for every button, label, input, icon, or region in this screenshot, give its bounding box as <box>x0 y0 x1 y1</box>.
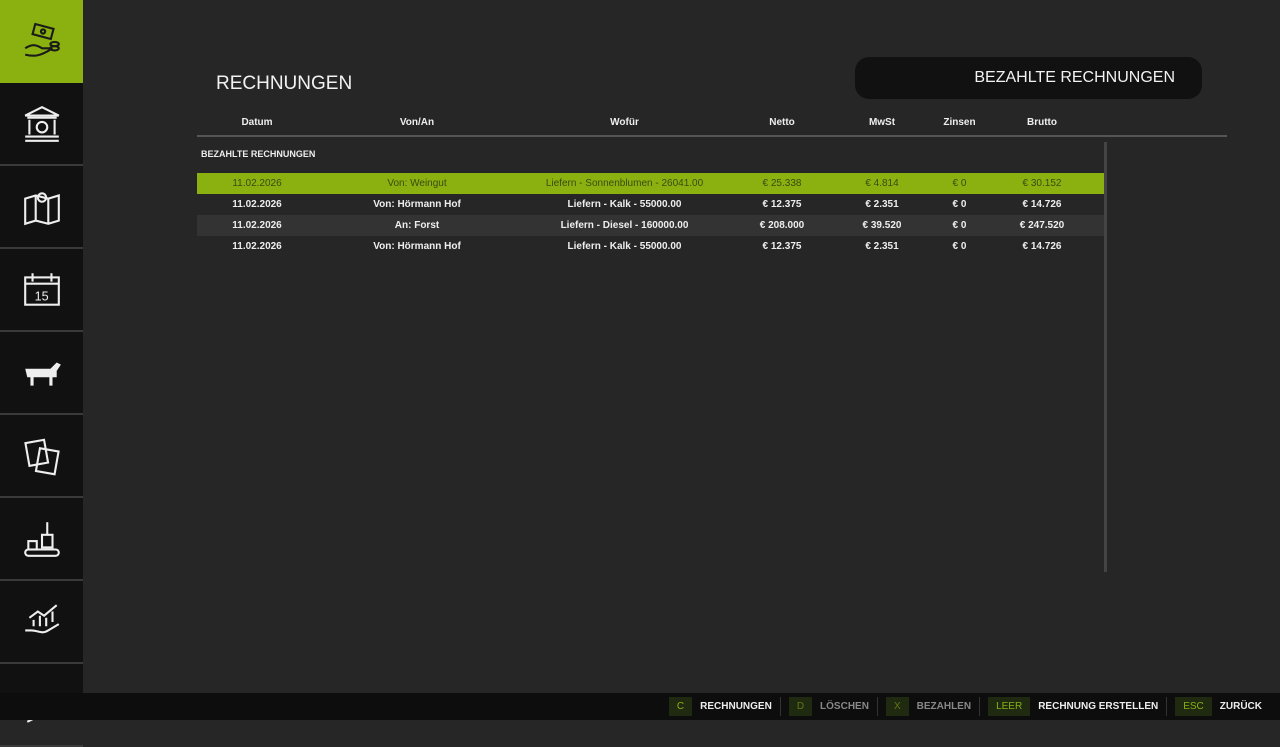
cell-party: Von: Hörmann Hof <box>373 199 461 210</box>
key-hint: LEER <box>988 697 1031 716</box>
map-pin-icon <box>23 191 60 225</box>
money-hand-icon <box>24 22 60 57</box>
table-row[interactable]: 11.02.2026 Von: Hörmann Hof Liefern - Kalk… <box>197 194 1104 215</box>
cell-date: 11.02.2026 <box>232 178 282 189</box>
column-header-brutto[interactable]: Brutto <box>1027 117 1057 128</box>
sidebar-item-calendar[interactable]: 15 <box>0 249 83 332</box>
column-header-netto[interactable]: Netto <box>769 117 795 128</box>
sidebar-item-statistics[interactable] <box>0 581 83 664</box>
column-header-zinsen[interactable]: Zinsen <box>943 117 976 128</box>
cell-purpose: Liefern - Kalk - 55000.00 <box>567 199 682 210</box>
cell-netto: € 12.375 <box>762 199 802 210</box>
cell-zinsen: € 0 <box>952 241 967 252</box>
column-header-datum[interactable]: Datum <box>241 117 273 128</box>
sidebar: 15 <box>0 0 83 747</box>
action-pay[interactable]: X BEZAHLEN <box>878 697 981 716</box>
cell-brutto: € 30.152 <box>1022 178 1062 189</box>
scrollbar[interactable] <box>1104 142 1107 572</box>
cell-party: An: Forst <box>394 220 440 231</box>
action-label: LÖSCHEN <box>820 701 869 712</box>
table-row[interactable]: 11.02.2026 An: Forst Liefern - Diesel - 16… <box>197 215 1104 236</box>
cell-mwst: € 4.814 <box>865 178 899 189</box>
action-label: BEZAHLEN <box>916 701 972 712</box>
page-title: RECHNUNGEN <box>216 73 353 94</box>
cow-icon <box>24 362 61 386</box>
cell-zinsen: € 0 <box>952 199 967 210</box>
cell-purpose: Liefern - Sonnenblumen - 26041.00 <box>545 178 704 189</box>
cell-mwst: € 39.520 <box>862 220 902 231</box>
action-delete[interactable]: D LÖSCHEN <box>781 697 878 716</box>
cell-mwst: € 2.351 <box>865 199 899 210</box>
table-row[interactable]: 11.02.2026 Von: Weingut Liefern - Sonnenbl… <box>197 173 1104 194</box>
key-hint: C <box>668 697 693 716</box>
cell-zinsen: € 0 <box>952 220 967 231</box>
section-label: BEZAHLTE RECHNUNGEN <box>201 149 316 159</box>
column-header-wofuer[interactable]: Wofür <box>610 117 639 128</box>
sidebar-item-animals[interactable] <box>0 332 83 415</box>
sidebar-item-map[interactable] <box>0 166 83 249</box>
documents-icon <box>23 438 60 475</box>
invoice-table: 11.02.2026 Von: Weingut Liefern - Sonnenbl… <box>197 173 1104 257</box>
sidebar-item-bank[interactable] <box>0 83 83 166</box>
cell-netto: € 25.338 <box>762 178 802 189</box>
cell-party: Von: Hörmann Hof <box>373 241 461 252</box>
cell-mwst: € 2.351 <box>865 241 899 252</box>
table-row[interactable]: 11.02.2026 Von: Hörmann Hof Liefern - Kalk… <box>197 236 1104 257</box>
cell-brutto: € 14.726 <box>1022 241 1062 252</box>
sidebar-item-finances[interactable] <box>0 0 83 83</box>
action-invoices[interactable]: C RECHNUNGEN <box>661 697 781 716</box>
cell-date: 11.02.2026 <box>232 241 282 252</box>
calendar-day: 15 <box>34 289 48 303</box>
table-header: Datum Von/An Wofür Netto MwSt Zinsen Bru… <box>197 117 1227 137</box>
growth-chart-hand-icon <box>24 603 59 633</box>
key-hint: D <box>788 697 813 716</box>
key-hint: X <box>885 697 909 716</box>
action-create-invoice[interactable]: LEER RECHNUNG ERSTELLEN <box>980 697 1168 716</box>
cell-date: 11.02.2026 <box>232 199 282 210</box>
action-label: RECHNUNGEN <box>700 701 772 712</box>
column-header-mwst[interactable]: MwSt <box>868 117 896 128</box>
cell-netto: € 208.000 <box>759 220 805 231</box>
action-bar: C RECHNUNGEN D LÖSCHEN X BEZAHLEN LEER RECHN… <box>0 693 1280 720</box>
action-back[interactable]: ESC ZURÜCK <box>1167 697 1270 716</box>
cell-date: 11.02.2026 <box>232 220 282 231</box>
action-label: ZURÜCK <box>1219 701 1262 712</box>
key-hint: ESC <box>1175 697 1212 716</box>
bank-icon <box>24 105 59 142</box>
filter-button[interactable]: BEZAHLTE RECHNUNGEN <box>855 57 1202 99</box>
sidebar-item-contracts[interactable] <box>0 415 83 498</box>
cell-party: Von: Weingut <box>387 178 447 189</box>
cell-brutto: € 14.726 <box>1022 199 1062 210</box>
cell-purpose: Liefern - Diesel - 160000.00 <box>560 220 689 231</box>
column-header-von-an[interactable]: Von/An <box>399 117 435 128</box>
cell-brutto: € 247.520 <box>1019 220 1065 231</box>
cell-purpose: Liefern - Kalk - 55000.00 <box>567 241 682 252</box>
sidebar-item-production[interactable] <box>0 498 83 581</box>
production-icon <box>23 521 60 557</box>
action-label: RECHNUNG ERSTELLEN <box>1038 701 1159 712</box>
cell-zinsen: € 0 <box>952 178 967 189</box>
calendar-icon: 15 <box>23 272 60 306</box>
cell-netto: € 12.375 <box>762 241 802 252</box>
